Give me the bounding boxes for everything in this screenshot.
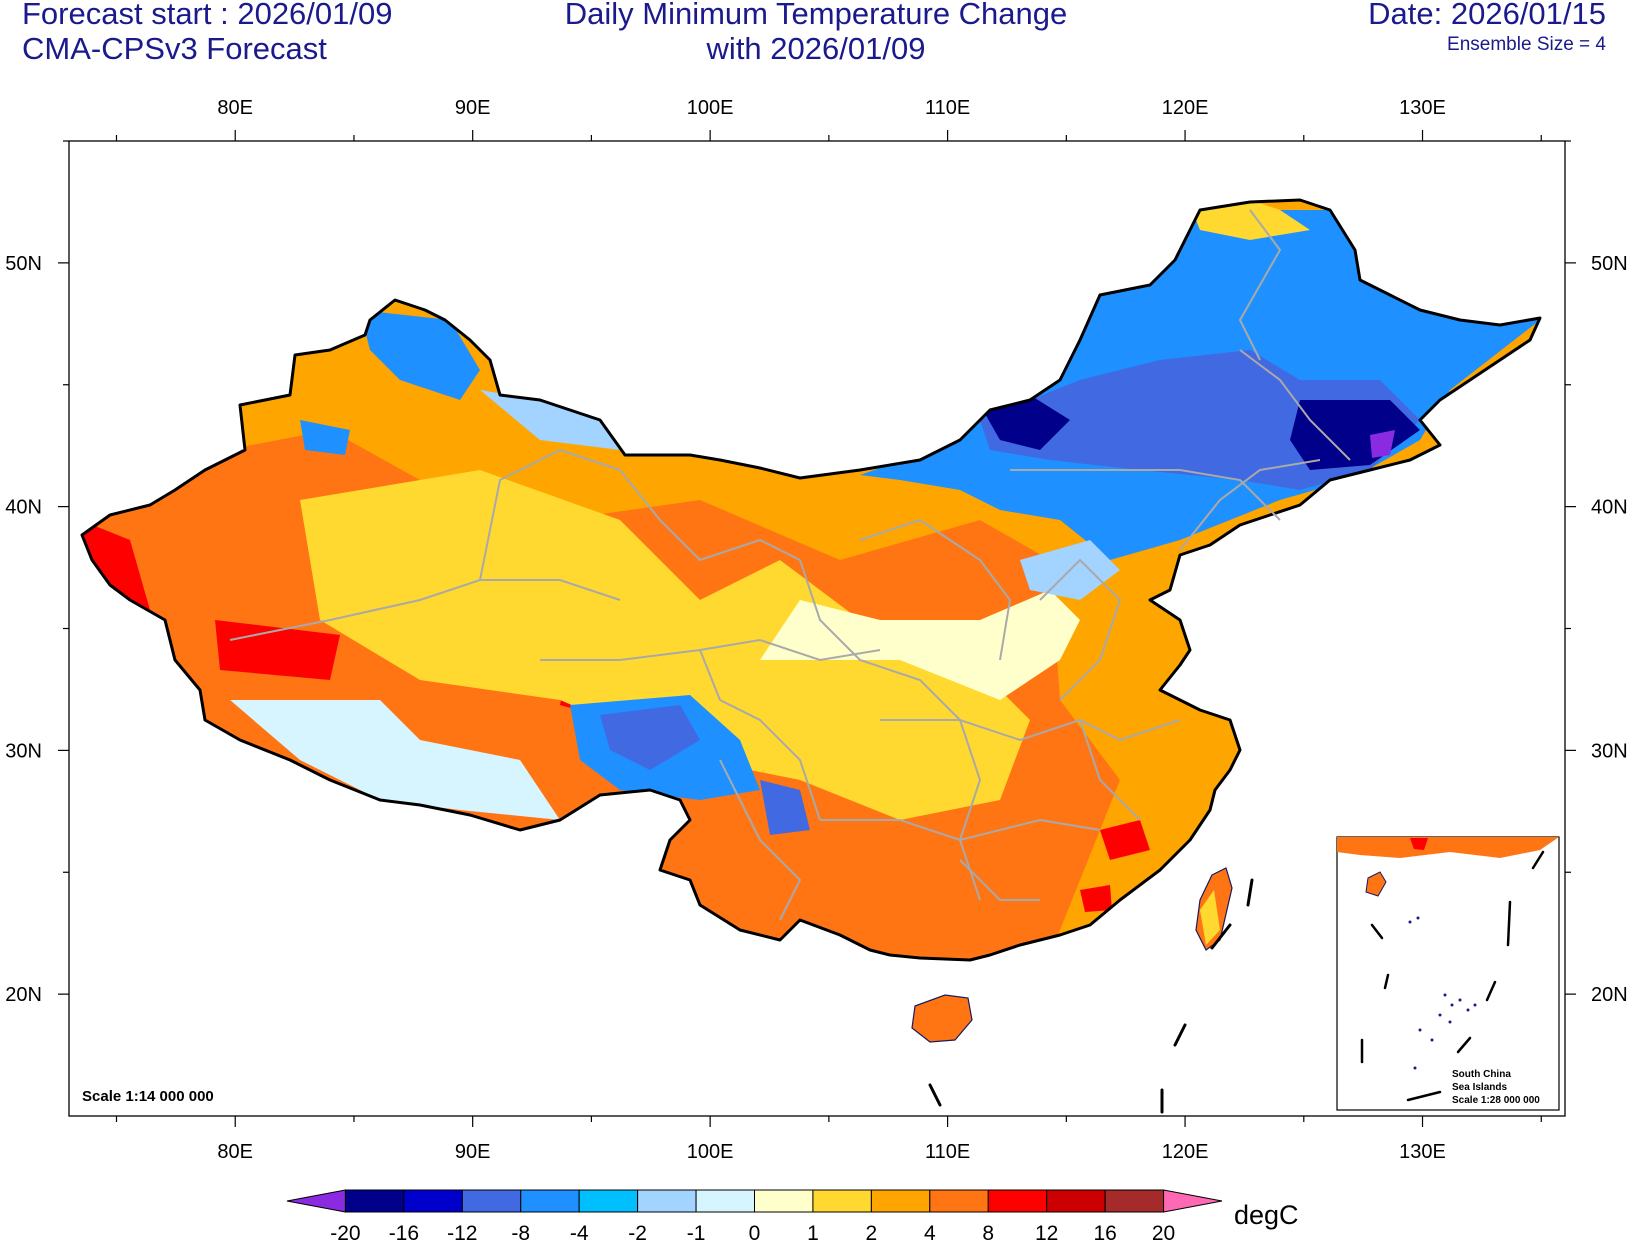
hot-region-tarim	[215, 620, 340, 680]
cold-core-inner-mongolia	[980, 395, 1070, 450]
hot-patch-guangdong	[1080, 885, 1112, 912]
colorbar-box-1	[344, 1189, 405, 1213]
cold-region-altai	[360, 310, 480, 400]
cold-patch-tianshan	[300, 420, 350, 455]
colorbar-box-7	[695, 1189, 755, 1213]
title-line-2: with 2026/01/09	[706, 31, 926, 66]
colorbar-level-label-5: -2	[628, 1222, 647, 1241]
south-china-sea-inset: South China Sea Islands Scale 1:28 000 0…	[1336, 836, 1560, 1111]
colorbar-box-6	[637, 1189, 697, 1213]
colorbar-box-5	[578, 1189, 639, 1213]
colorbar-level-label-14: 20	[1152, 1222, 1175, 1241]
axis-ticks	[58, 130, 1576, 1127]
map-scale-note: Scale 1:14 000 000	[82, 1088, 214, 1105]
x-tick-label-top-0: 80E	[217, 97, 253, 119]
colorbar-level-label-11: 8	[982, 1222, 994, 1241]
colorbar-level-label-3: -8	[511, 1222, 530, 1241]
taiwan-island	[1195, 867, 1233, 951]
inset-note-line-2: Sea Islands	[1452, 1082, 1507, 1093]
china-border	[80, 198, 1542, 962]
y-tick-label-left-0: 50N	[5, 253, 42, 275]
x-tick-label-top-3: 110E	[925, 97, 970, 119]
x-tick-label-bottom-1: 90E	[455, 1141, 491, 1163]
forecast-start-label: Forecast start : 2026/01/09	[22, 0, 393, 31]
x-tick-label-bottom-3: 110E	[925, 1141, 970, 1163]
colorbar-box-10	[870, 1189, 931, 1213]
y-tick-label-right-0: 50N	[1591, 253, 1628, 275]
colorbar-box-8	[754, 1189, 814, 1213]
y-tick-label-left-2: 30N	[5, 740, 42, 762]
x-tick-label-top-4: 120E	[1162, 97, 1209, 119]
ensemble-size-label: Ensemble Size = 4	[1447, 34, 1606, 55]
x-tick-label-bottom-4: 120E	[1162, 1141, 1209, 1163]
x-tick-label-bottom-0: 80E	[217, 1141, 253, 1163]
model-label: CMA-CPSv3 Forecast	[22, 31, 327, 66]
y-tick-label-right-2: 30N	[1591, 740, 1628, 762]
cool-region-mongolia-border	[480, 390, 620, 450]
hot-patch-fujian	[1100, 820, 1150, 860]
colorbar-box-2	[403, 1189, 463, 1213]
colorbar-level-label-10: 4	[924, 1222, 936, 1241]
mild-region-1	[760, 590, 1080, 700]
colorbar-level-label-9: 2	[866, 1222, 878, 1241]
y-tick-label-right-1: 40N	[1591, 497, 1628, 519]
cool-region-tibet-west	[230, 700, 560, 820]
colorbar-level-label-12: 12	[1035, 1222, 1058, 1241]
x-tick-label-bottom-5: 130E	[1399, 1141, 1446, 1163]
colorbar-box-14	[1104, 1189, 1165, 1213]
colorbar-level-label-6: -1	[687, 1222, 706, 1241]
x-tick-label-top-1: 90E	[455, 97, 491, 119]
colorbar-box-9	[812, 1189, 872, 1213]
colorbar-level-label-4: -4	[570, 1222, 589, 1241]
mild-region-2	[300, 470, 1030, 820]
y-tick-label-left-1: 40N	[5, 497, 42, 519]
colorbar-level-label-7: 0	[749, 1222, 761, 1241]
hainan-island	[911, 994, 973, 1043]
colorbar-level-label-1: -16	[389, 1222, 419, 1241]
x-tick-label-top-5: 130E	[1399, 97, 1446, 119]
province-borders	[229, 209, 1351, 921]
x-tick-label-bottom-2: 100E	[687, 1141, 734, 1163]
warm-strip-north-tip	[1190, 200, 1310, 240]
colorbar-box-13	[1046, 1189, 1106, 1213]
inset-note-line-1: South China	[1452, 1069, 1511, 1080]
x-tick-label-top-2: 100E	[687, 97, 734, 119]
title-line-1: Daily Minimum Temperature Change	[564, 0, 1068, 31]
colorbar-arrow-high	[1163, 1189, 1223, 1213]
colorbar-box-4	[520, 1189, 580, 1213]
colorbar-level-label-0: -20	[330, 1222, 360, 1241]
y-tick-label-right-3: 20N	[1591, 984, 1628, 1006]
colorbar-unit-label: degC	[1234, 1200, 1299, 1230]
colorbar-box-12	[987, 1189, 1048, 1213]
inset-note-line-3: Scale 1:28 000 000	[1452, 1095, 1540, 1106]
colorbar-box-11	[929, 1189, 989, 1213]
cold-core-tibet	[600, 705, 700, 770]
colorbar-box-3	[461, 1189, 522, 1213]
y-tick-label-left-3: 20N	[5, 984, 42, 1006]
colorbar-level-label-13: 16	[1093, 1222, 1116, 1241]
cold-core-20	[1370, 430, 1395, 458]
colorbar-arrow-low	[286, 1189, 346, 1213]
date-label: Date: 2026/01/15	[1368, 0, 1606, 31]
colorbar-level-label-2: -12	[447, 1222, 477, 1241]
cold-region-yunnan	[760, 780, 810, 835]
colorbar-level-label-8: 1	[807, 1222, 819, 1241]
axis-labels: 80E 80E 90E 90E 100E 100E 110E 110E 120E 120E 130E…	[5, 97, 1627, 1163]
